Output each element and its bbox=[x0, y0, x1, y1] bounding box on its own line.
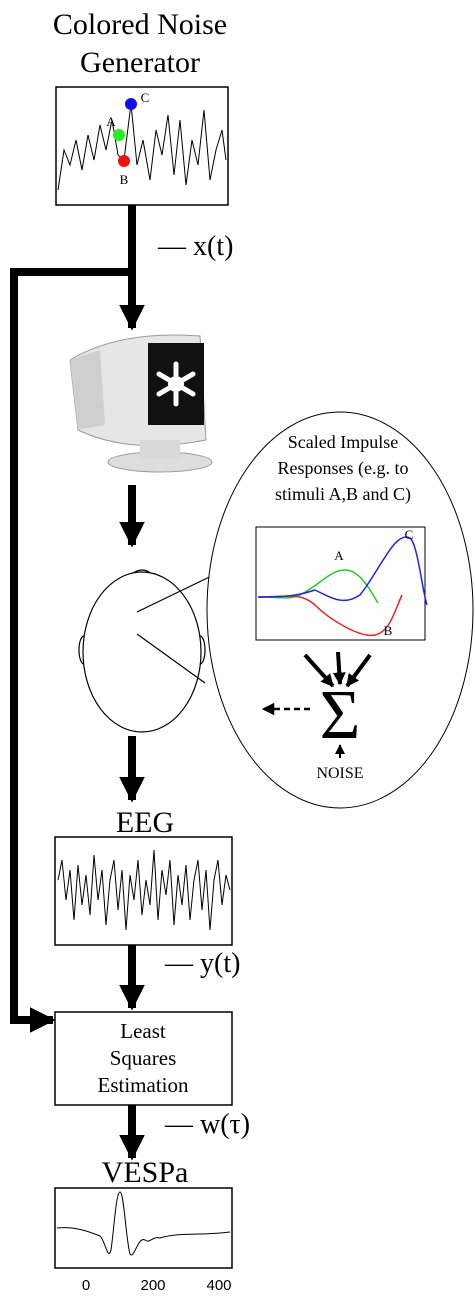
head bbox=[78, 567, 229, 733]
inset-title: Responses (e.g. to bbox=[278, 458, 409, 479]
curve-a bbox=[257, 569, 379, 604]
signal-label: — x(t) bbox=[157, 231, 233, 262]
signal-label: — w(τ) bbox=[164, 1109, 250, 1140]
point-label: C bbox=[141, 90, 150, 105]
response-box bbox=[255, 526, 426, 641]
sum-arrows bbox=[303, 651, 372, 688]
curve-label: A bbox=[334, 548, 344, 563]
feedback-arrow bbox=[10, 268, 132, 1033]
x-tick-label: 400 bbox=[206, 1277, 231, 1294]
curve-c bbox=[257, 536, 428, 606]
inset-title: Scaled Impulse bbox=[288, 432, 398, 452]
x-tick-label: 200 bbox=[140, 1277, 165, 1294]
point-label: B bbox=[120, 172, 129, 187]
title-line: Colored Noise bbox=[53, 8, 227, 41]
output-box bbox=[54, 1187, 233, 1269]
sum-symbol: Σ bbox=[320, 677, 361, 754]
point-a bbox=[113, 129, 125, 141]
curve-b bbox=[257, 594, 403, 637]
eeg-box bbox=[54, 836, 233, 946]
output-title: VESPa bbox=[102, 1156, 189, 1189]
estimator-text: Squares bbox=[110, 1046, 177, 1070]
monitor bbox=[69, 334, 213, 473]
signal-label: — y(t) bbox=[164, 948, 240, 979]
curve-label: C bbox=[405, 527, 414, 542]
inset-title: stimuli A,B and C) bbox=[275, 484, 411, 505]
estimator-text: Least bbox=[120, 1019, 166, 1043]
x-tick-label: 0 bbox=[82, 1277, 90, 1294]
estimator-box bbox=[54, 1011, 233, 1106]
curve-label: B bbox=[384, 623, 393, 638]
eeg-title: EEG bbox=[116, 806, 174, 839]
point-c bbox=[125, 98, 137, 110]
estimator-text: Estimation bbox=[98, 1073, 189, 1097]
noise-label: NOISE bbox=[316, 765, 363, 782]
vespa-trace bbox=[56, 1191, 231, 1256]
title-line: Generator bbox=[80, 46, 200, 79]
noise-trace bbox=[57, 103, 227, 191]
point-label: A bbox=[106, 114, 116, 129]
point-b bbox=[118, 155, 130, 167]
eeg-trace bbox=[57, 849, 231, 931]
